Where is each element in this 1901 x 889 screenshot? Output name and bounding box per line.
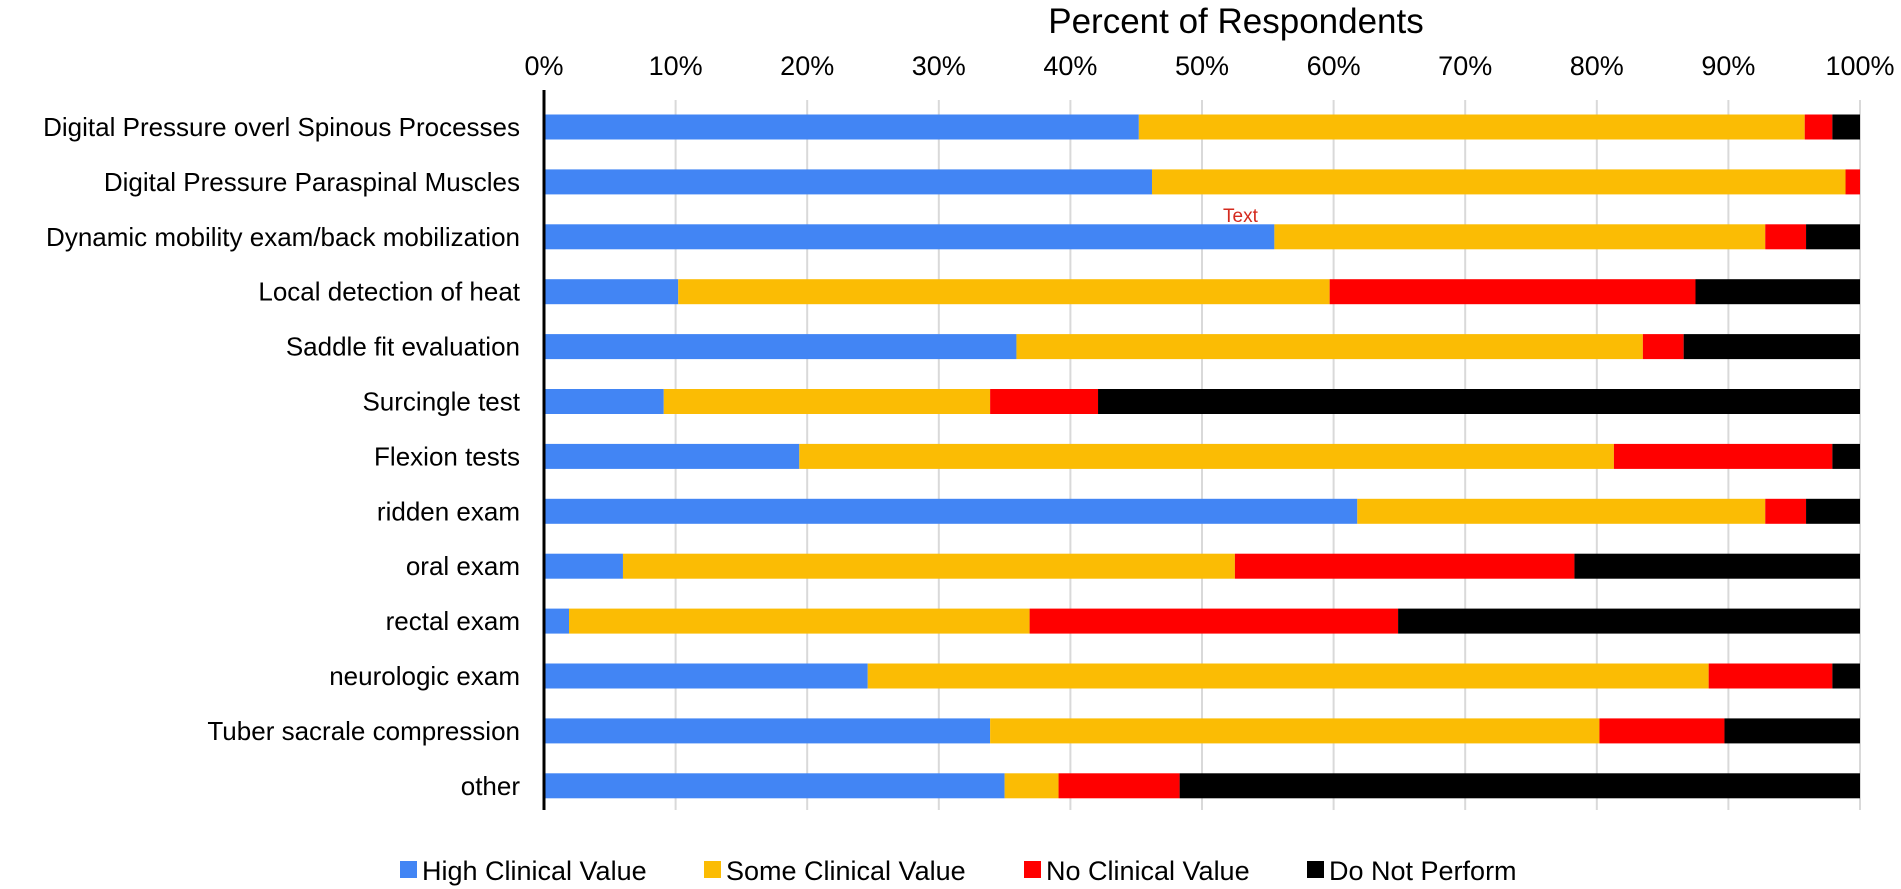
bars [544,114,1860,799]
x-tick-label: 50% [1175,51,1229,81]
category-label: rectal exam [386,606,520,636]
bar-segment [544,773,1005,799]
bar-segment [1274,224,1766,250]
bar-segment [663,389,991,414]
bar-segment [1004,773,1059,799]
bar-segment [1058,773,1180,799]
bar-segment [1029,608,1399,634]
x-tick-label: 0% [524,51,563,81]
bar-segment [678,279,1330,305]
category-label: Digital Pressure overl Spinous Processes [43,112,520,142]
category-label: oral exam [406,551,520,581]
category-label: Surcingle test [362,387,520,417]
bar-segment [1329,279,1696,305]
bar-segment [1832,443,1860,469]
bar-segment [544,553,623,579]
legend-label: High Clinical Value [422,856,647,886]
category-label: ridden exam [377,496,520,526]
bar-segment [1613,443,1833,469]
bar-segment [569,608,1030,634]
x-tick-label: 80% [1570,51,1624,81]
bar-segment [544,443,800,469]
x-tick-label: 100% [1825,51,1894,81]
legend: High Clinical Value Some Clinical Value No… [400,856,1517,886]
bar-segment [1016,334,1643,360]
chart-title: Percent of Respondents [1048,2,1424,41]
x-tick-label: 30% [912,51,966,81]
category-label: Tuber sacrale compression [207,716,520,746]
bar-segment [1599,718,1725,744]
bar-segment [1234,553,1575,579]
x-tick-label: 90% [1701,51,1755,81]
x-axis-ticks: 0% 10% 20% 30% 40% 50% 60% 70% 80% 90% 100% [524,51,1894,81]
bar-segment [1845,169,1860,195]
bar-segment [867,663,1709,689]
category-labels: Digital Pressure overl Spinous Processes… [43,112,521,801]
bar-segment [544,169,1152,195]
category-label: Local detection of heat [258,277,520,307]
bar-segment [1708,663,1833,689]
bar-segment [544,279,679,305]
bar-segment [1098,389,1860,414]
category-label: Flexion tests [374,441,520,471]
x-tick-label: 20% [780,51,834,81]
bar-segment [1804,114,1833,140]
bar-segment [1357,498,1766,524]
bar-segment [990,389,1099,414]
bar-segment [544,718,991,744]
bar-segment [544,608,570,634]
x-tick-label: 70% [1438,51,1492,81]
bar-segment [1832,663,1860,689]
legend-label: No Clinical Value [1046,856,1250,886]
bar-segment [1642,334,1684,360]
bar-segment [1765,498,1807,524]
bar-segment [1695,279,1860,305]
bar-segment [1179,773,1860,799]
bar-segment [990,718,1600,744]
bar-segment [1151,169,1846,195]
bar-segment [544,114,1139,140]
bar-segment [544,389,664,414]
category-label: neurologic exam [329,661,520,691]
legend-swatch [1307,861,1324,878]
bar-segment [1832,114,1860,140]
bar-segment [544,498,1358,524]
x-tick-label: 40% [1043,51,1097,81]
bar-segment [1683,334,1860,360]
category-label: other [461,771,521,801]
bar-segment [1806,498,1860,524]
bar-segment [1765,224,1807,250]
bar-segment [1574,553,1860,579]
x-tick-label: 10% [649,51,703,81]
bar-segment [799,443,1614,469]
legend-swatch [704,861,721,878]
annotations: Text [1223,206,1259,227]
legend-label: Do Not Perform [1329,856,1517,886]
bar-segment [1398,608,1860,634]
legend-swatch [1024,861,1041,878]
category-label: Dynamic mobility exam/back mobilization [46,222,520,252]
legend-label: Some Clinical Value [726,856,966,886]
bar-segment [1806,224,1860,250]
category-label: Digital Pressure Paraspinal Muscles [104,167,520,197]
bar-segment [544,224,1275,250]
category-label: Saddle fit evaluation [286,332,520,362]
legend-swatch [400,861,417,878]
bar-segment [544,334,1017,360]
bar-segment [1138,114,1805,140]
bar-segment [544,663,868,689]
annotation-text: Text [1223,206,1259,227]
bar-segment [1724,718,1860,744]
bar-segment [622,553,1235,579]
x-tick-label: 60% [1307,51,1361,81]
